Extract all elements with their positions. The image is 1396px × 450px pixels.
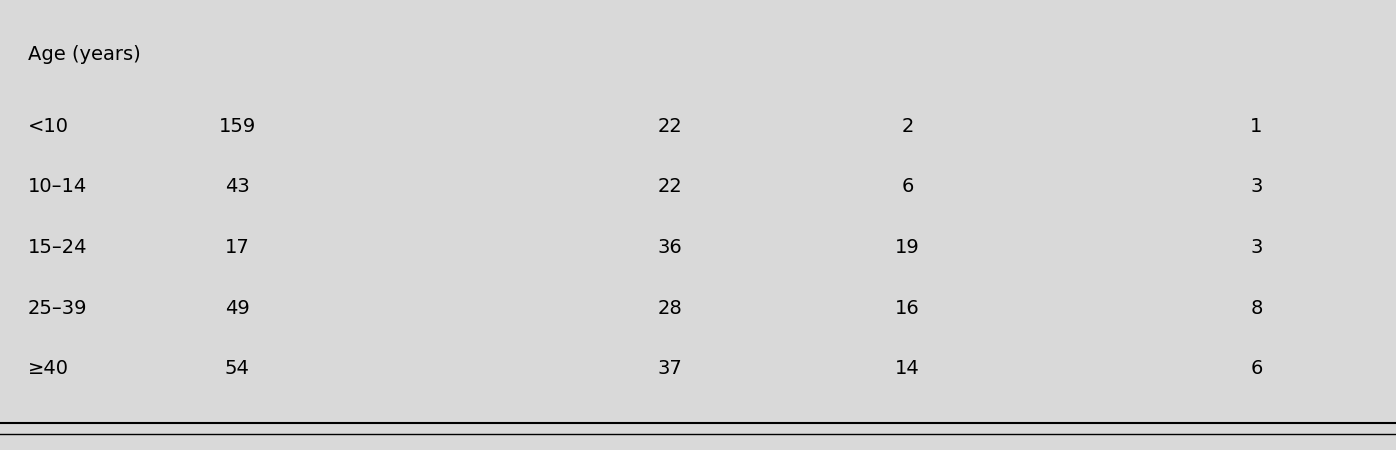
Text: 17: 17 bbox=[225, 238, 250, 257]
Text: 6: 6 bbox=[902, 177, 913, 196]
Text: 19: 19 bbox=[895, 238, 920, 257]
Text: 1: 1 bbox=[1251, 117, 1262, 135]
Text: 37: 37 bbox=[658, 360, 683, 378]
Text: 8: 8 bbox=[1251, 299, 1262, 318]
Text: 6: 6 bbox=[1251, 360, 1262, 378]
Text: 49: 49 bbox=[225, 299, 250, 318]
Text: 36: 36 bbox=[658, 238, 683, 257]
Text: 2: 2 bbox=[902, 117, 913, 135]
Text: 16: 16 bbox=[895, 299, 920, 318]
Text: 159: 159 bbox=[219, 117, 255, 135]
Text: 28: 28 bbox=[658, 299, 683, 318]
Text: ≥40: ≥40 bbox=[28, 360, 68, 378]
Text: <10: <10 bbox=[28, 117, 68, 135]
Text: 3: 3 bbox=[1251, 177, 1262, 196]
Text: 22: 22 bbox=[658, 117, 683, 135]
Text: 10–14: 10–14 bbox=[28, 177, 87, 196]
Text: 54: 54 bbox=[225, 360, 250, 378]
Text: 25–39: 25–39 bbox=[28, 299, 88, 318]
Text: 43: 43 bbox=[225, 177, 250, 196]
Text: 22: 22 bbox=[658, 177, 683, 196]
Text: 3: 3 bbox=[1251, 238, 1262, 257]
Text: Age (years): Age (years) bbox=[28, 45, 141, 63]
Text: 14: 14 bbox=[895, 360, 920, 378]
Text: 15–24: 15–24 bbox=[28, 238, 88, 257]
